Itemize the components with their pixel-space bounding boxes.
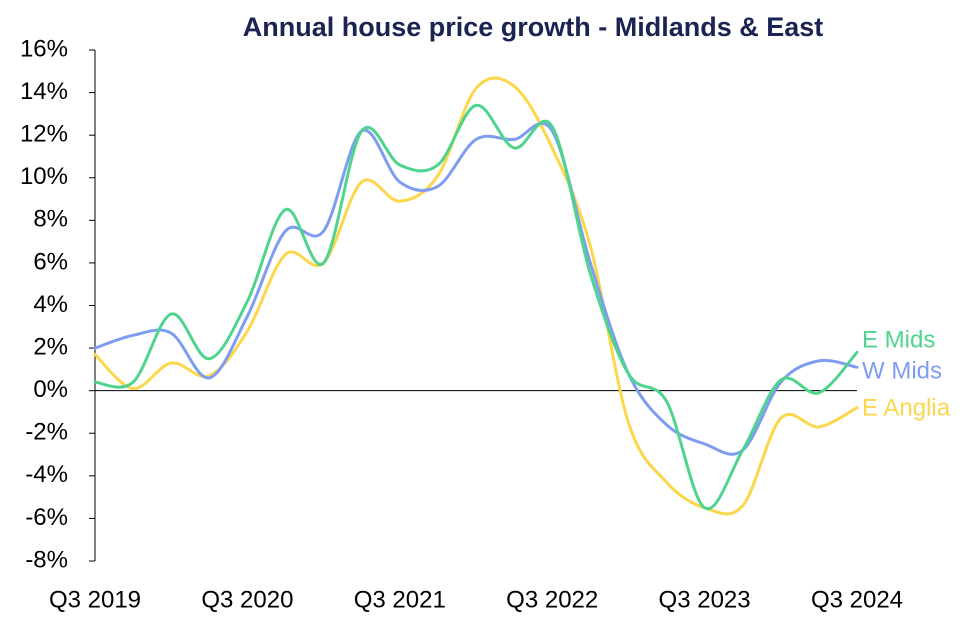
x-tick-label: Q3 2020	[201, 586, 293, 613]
y-tick-label: 10%	[20, 163, 68, 190]
series-line	[93, 103, 859, 511]
series-line	[93, 122, 859, 456]
chart-title: Annual house price growth - Midlands & E…	[243, 12, 824, 42]
x-tick-label: Q3 2024	[811, 586, 903, 613]
series-label: E Anglia	[862, 394, 951, 421]
y-tick-label: 0%	[33, 376, 68, 403]
y-tick-label: 16%	[20, 35, 68, 62]
y-tick-label: 14%	[20, 78, 68, 105]
y-tick-label: 2%	[33, 333, 68, 360]
y-tick-label: -2%	[25, 419, 68, 446]
y-tick-label: 4%	[33, 291, 68, 318]
y-tick-label: -8%	[25, 546, 68, 573]
series-label: W Mids	[862, 357, 942, 384]
x-tick-label: Q3 2021	[354, 586, 446, 613]
y-tick-label: 6%	[33, 248, 68, 275]
y-tick-label: 12%	[20, 121, 68, 148]
x-tick-label: Q3 2022	[506, 586, 598, 613]
y-tick-label: -6%	[25, 504, 68, 531]
x-tick-label: Q3 2019	[49, 586, 141, 613]
series-line	[93, 76, 859, 516]
x-tick-label: Q3 2023	[659, 586, 751, 613]
y-tick-label: 8%	[33, 206, 68, 233]
y-tick-label: -4%	[25, 461, 68, 488]
series-label: E Mids	[862, 326, 935, 353]
